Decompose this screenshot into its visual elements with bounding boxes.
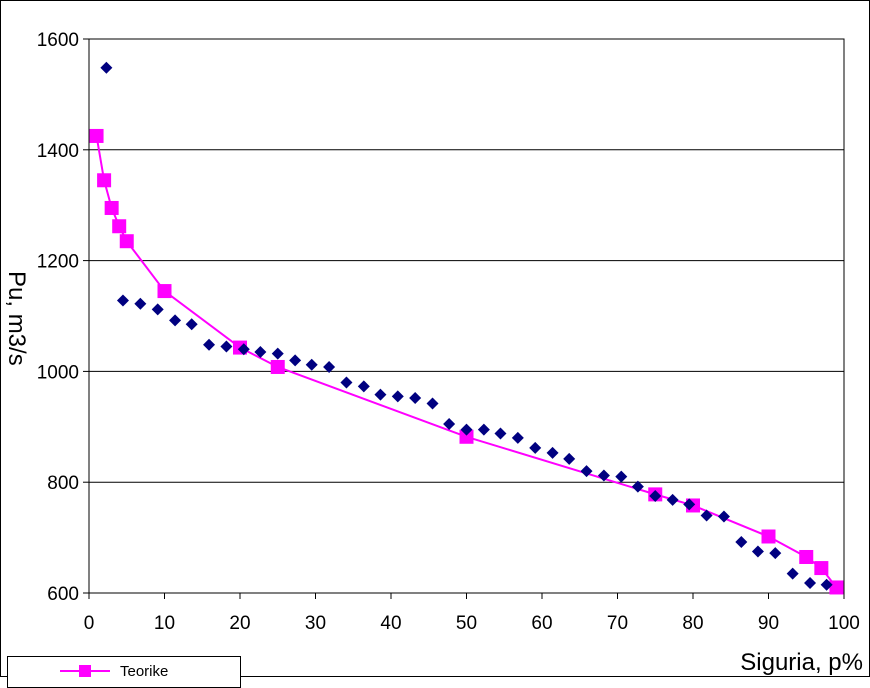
observed-point: [116, 294, 129, 307]
y-axis-title: Pu, m3/s: [3, 271, 30, 366]
observed-point: [511, 431, 524, 444]
observed-point: [615, 470, 628, 483]
observed-point: [546, 446, 559, 459]
observed-point: [735, 536, 748, 549]
observed-point: [391, 390, 404, 403]
y-tick-label: 1000: [37, 362, 79, 383]
observed-point: [494, 427, 507, 440]
observed-point: [786, 567, 799, 580]
x-tick-label: 50: [456, 613, 477, 634]
observed-point: [151, 303, 164, 316]
observed-point: [460, 423, 473, 436]
observed-point: [717, 510, 730, 523]
theoretical-point: [97, 173, 112, 188]
theoretical-points: [89, 128, 844, 595]
observed-point: [271, 347, 284, 360]
theoretical-point: [799, 549, 814, 564]
x-tick-label: 40: [380, 613, 401, 634]
observed-point: [751, 545, 764, 558]
theoretical-point: [814, 561, 829, 576]
x-tick-label: 0: [84, 613, 95, 634]
y-tick-label: 600: [47, 584, 79, 605]
observed-point: [820, 578, 833, 591]
observed-point: [769, 547, 782, 560]
theoretical-point: [112, 219, 127, 234]
observed-point: [597, 469, 610, 482]
theoretical-point: [270, 359, 285, 374]
observed-point: [289, 354, 302, 367]
observed-point: [580, 465, 593, 478]
observed-point: [100, 61, 113, 74]
theoretical-point: [119, 234, 134, 249]
observed-point: [683, 498, 696, 511]
theoretical-point: [104, 200, 119, 215]
observed-point: [323, 360, 336, 373]
legend-swatch-teorike: [60, 665, 110, 677]
theoretical-point: [829, 580, 844, 595]
observed-point: [254, 346, 267, 359]
observed-point: [340, 376, 353, 389]
y-tick-label: 1400: [37, 141, 79, 162]
x-tick-label: 90: [758, 613, 779, 634]
y-tick-labels: 600 800 1000 1200 1400 1600: [37, 30, 89, 605]
legend: Teorike: [7, 656, 241, 688]
observed-point: [203, 338, 216, 351]
observed-point: [477, 423, 490, 436]
observed-point: [409, 391, 422, 404]
x-tick-label: 70: [607, 613, 628, 634]
observed-point: [305, 358, 318, 371]
observed-point: [169, 314, 182, 327]
legend-label-teorike: Teorike: [120, 663, 169, 680]
theoretical-point: [89, 128, 104, 143]
theoretical-point: [761, 529, 776, 544]
x-tick-label: 60: [531, 613, 552, 634]
observed-point: [631, 480, 644, 493]
x-tick-label: 30: [305, 613, 326, 634]
x-axis-title: Siguria, p%: [740, 649, 863, 676]
grid-lines: [89, 149, 844, 483]
y-tick-label: 1200: [37, 252, 79, 273]
observed-point: [804, 577, 817, 590]
y-tick-label: 800: [47, 473, 79, 494]
observed-point: [134, 297, 147, 310]
observed-point: [185, 318, 198, 331]
observed-point: [374, 388, 387, 401]
theoretical-point: [157, 284, 172, 299]
theoretical-point: [459, 429, 474, 444]
x-tick-label: 80: [682, 613, 703, 634]
observed-point: [649, 490, 662, 503]
observed-point: [443, 418, 456, 431]
observed-point: [563, 452, 576, 465]
observed-point: [426, 397, 439, 410]
x-tick-label: 100: [828, 613, 860, 634]
observed-point: [700, 509, 713, 522]
observed-point: [237, 343, 250, 356]
observed-point: [220, 340, 233, 353]
observed-points: [100, 61, 833, 591]
observed-point: [529, 441, 542, 454]
y-tick-label: 1600: [37, 30, 79, 51]
observed-point: [666, 493, 679, 506]
plot-area: [88, 38, 845, 594]
observed-point: [357, 380, 370, 393]
x-tick-label: 10: [154, 613, 175, 634]
x-tick-labels: 0 10 20 30 40 50 60 70 80 90 100: [84, 593, 860, 634]
x-tick-label: 20: [229, 613, 250, 634]
